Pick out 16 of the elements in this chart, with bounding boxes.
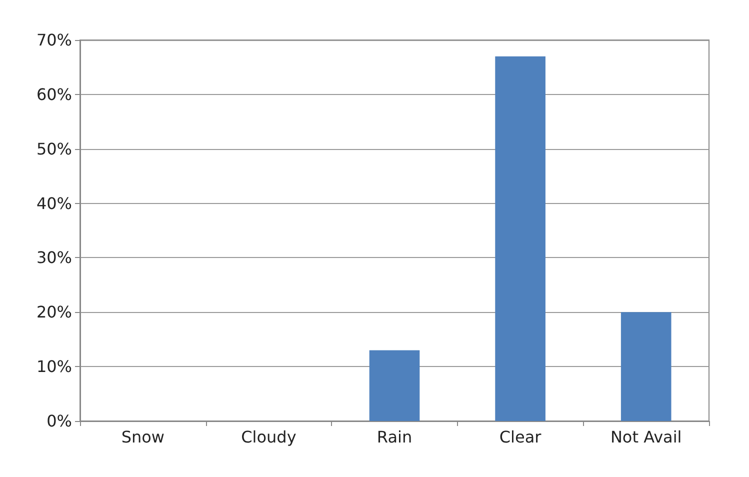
bar xyxy=(620,312,672,421)
y-tick-label: 70% xyxy=(36,30,72,50)
x-tick-label: Cloudy xyxy=(241,428,296,446)
x-tick-label: Not Avail xyxy=(610,428,682,446)
y-tick-label: 20% xyxy=(36,302,72,322)
y-tick-label: 60% xyxy=(36,84,72,104)
bar xyxy=(495,56,546,421)
x-tick-label: Rain xyxy=(376,428,412,446)
y-tick-label: 30% xyxy=(36,248,72,268)
bar xyxy=(369,350,420,421)
y-tick-label: 40% xyxy=(36,194,72,213)
y-tick-label: 0% xyxy=(46,412,72,430)
y-tick-label: 10% xyxy=(36,357,72,376)
x-tick-label: Clear xyxy=(499,428,542,446)
y-tick-label: 50% xyxy=(36,139,72,158)
x-tick-label: Snow xyxy=(121,428,164,446)
